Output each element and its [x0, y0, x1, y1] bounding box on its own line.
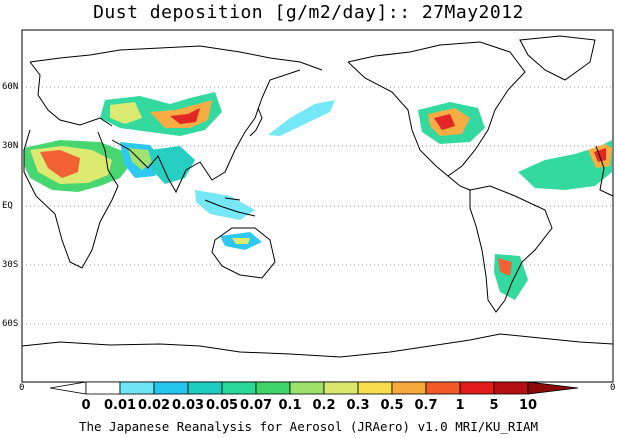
coastlines: [21, 35, 614, 358]
colorbar-box-2: [119, 381, 155, 395]
colorbar-box-4: [187, 381, 223, 395]
colorbar-tick-10: 0.7: [414, 398, 438, 413]
colorbar-tick-9: 0.5: [380, 398, 404, 413]
colorbar-tick-0: 0: [81, 398, 91, 413]
lat-label-60n: 60N: [2, 82, 19, 92]
colorbar-box-12: [459, 381, 495, 395]
edge-zero-left: 0: [19, 383, 25, 393]
dust-australia-core: [232, 238, 250, 244]
colorbar-tick-4: 0.05: [205, 398, 239, 413]
colorbar-tick-1: 0.01: [103, 398, 137, 413]
map-title: Dust deposition [g/m2/day]:: 27May2012: [93, 2, 524, 23]
colorbar-box-8: [323, 381, 359, 395]
colorbar-box-11: [425, 381, 461, 395]
lat-label-30n: 30N: [2, 141, 19, 151]
colorbar-box-5: [221, 381, 257, 395]
colorbar-tick-5: 0.07: [239, 398, 273, 413]
colorbar-arrow-left: [49, 381, 87, 395]
coast-japan: [249, 107, 263, 137]
dust-central-asia-hot: [170, 108, 200, 124]
dust-pacific-streak: [268, 100, 335, 136]
edge-zero-right: 0: [610, 383, 616, 393]
colorbar-tick-12: 5: [489, 398, 499, 413]
dust-atlantic-hot: [594, 148, 606, 162]
dust-central-asia-core: [150, 100, 212, 128]
coast-greenland: [519, 35, 596, 81]
coast-australia: [211, 227, 276, 279]
coast-europe: [29, 61, 113, 127]
colorbar-box-6: [255, 381, 291, 395]
dust-west-asia: [110, 102, 142, 124]
colorbar-box-3: [153, 381, 189, 395]
colorbar-tick-7: 0.2: [312, 398, 336, 413]
colorbar-tick-8: 0.3: [346, 398, 370, 413]
coast-arabia-india: [111, 139, 201, 194]
colorbar: [49, 381, 579, 395]
colorbar-box-13: [493, 381, 529, 395]
dust-atlantic-plume: [518, 140, 612, 190]
coast-africa: [23, 129, 119, 269]
colorbar-tick-13: 10: [518, 398, 538, 413]
colorbar-tick-3: 0.03: [171, 398, 205, 413]
colorbar-box-9: [357, 381, 393, 395]
lat-label-eq: EQ: [2, 201, 13, 211]
lat-label-60s: 60S: [2, 319, 19, 329]
lat-label-30s: 30S: [2, 260, 19, 270]
coast-north-america-west: [347, 61, 449, 177]
coast-se-asia-islands: [204, 197, 256, 217]
coast-antarctica: [21, 333, 614, 358]
colorbar-box-1: [85, 381, 121, 395]
dust-south-america-core: [498, 258, 512, 276]
colorbar-tick-6: 0.1: [278, 398, 302, 413]
dust-north-america-hot: [434, 114, 455, 130]
colorbar-box-7: [289, 381, 325, 395]
colorbar-arrow-right: [527, 381, 579, 395]
credit-line: The Japanese Reanalysis for Aerosol (JRA…: [78, 419, 539, 434]
coast-eurasia-north: [29, 45, 323, 71]
colorbar-box-10: [391, 381, 427, 395]
coast-south-america: [469, 185, 553, 313]
coast-north-america: [347, 41, 526, 191]
colorbar-tick-2: 0.02: [137, 398, 171, 413]
dust-north-africa-hot: [40, 150, 80, 178]
coast-africa-east-edge: [595, 145, 614, 197]
coast-east-asia: [199, 69, 301, 181]
colorbar-tick-11: 1: [455, 398, 465, 413]
